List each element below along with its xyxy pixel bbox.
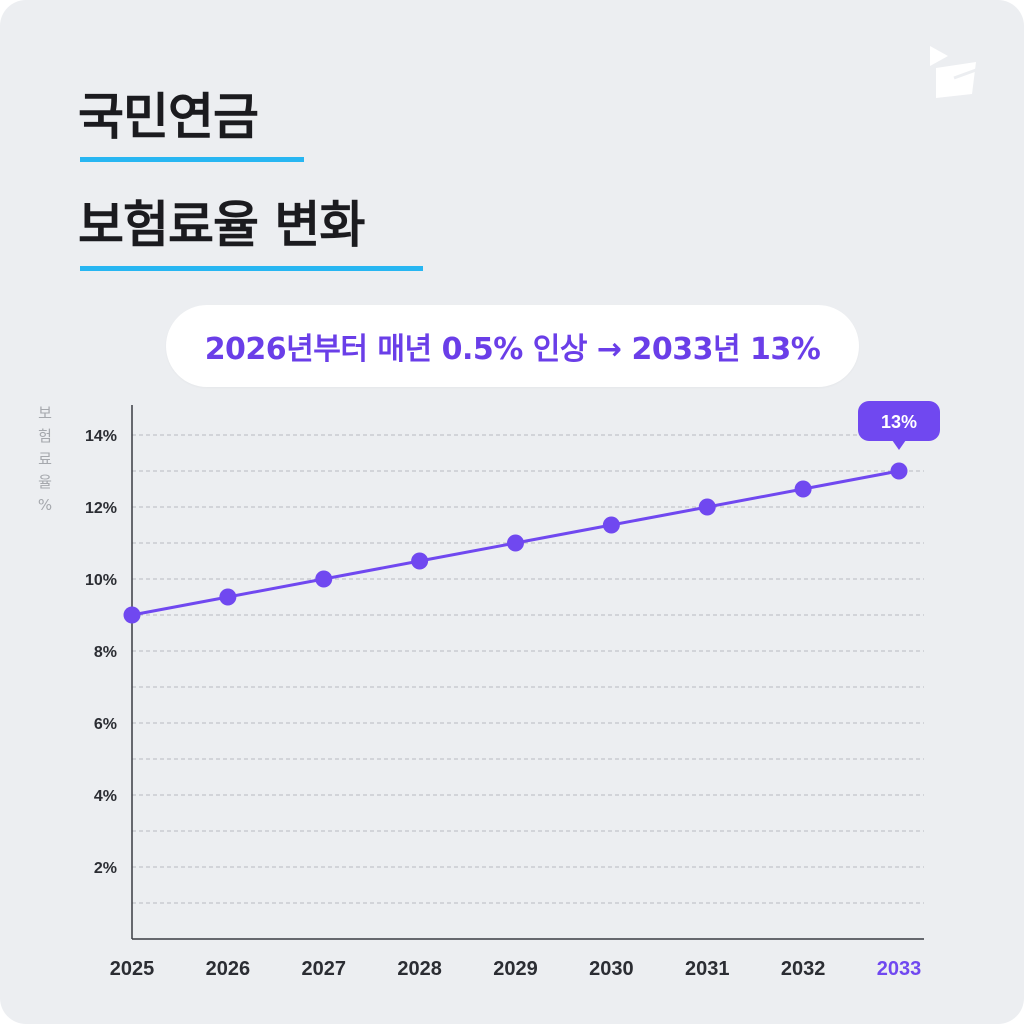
data-point <box>602 516 620 534</box>
data-point <box>890 462 908 480</box>
y-tick-label: 4% <box>94 788 117 805</box>
y-axis-label-char: % <box>37 496 53 514</box>
x-tick-label: 2028 <box>397 958 442 980</box>
data-point <box>411 552 429 570</box>
callout-pointer <box>892 440 906 450</box>
summary-text: 2026년부터 매년 0.5% 인상 → 2033년 13% <box>204 332 821 367</box>
y-axis-label-char: 율 <box>38 473 52 491</box>
title-underline-2 <box>80 266 423 271</box>
y-tick-label: 10% <box>85 572 117 589</box>
y-tick-label: 2% <box>94 860 117 877</box>
y-axis-label-char: 료 <box>38 450 52 468</box>
x-tick-label: 2025 <box>110 958 155 980</box>
y-axis-label: 보 험 료 율 % <box>33 402 57 517</box>
title-line-2: 보험료율 변화 <box>78 196 365 254</box>
callout-bubble <box>858 401 940 441</box>
x-tick-label: 2026 <box>206 958 251 980</box>
x-tick-label: 2029 <box>493 958 538 980</box>
x-tick-label: 2032 <box>781 958 826 980</box>
data-point <box>219 588 237 606</box>
brand-logo-icon <box>930 46 977 98</box>
data-point <box>507 534 524 552</box>
x-tick-label: 2033 <box>877 958 922 980</box>
x-tick-label: 2031 <box>685 958 730 980</box>
y-axis-label-char: 보 <box>38 404 52 422</box>
data-point <box>315 570 333 588</box>
y-tick-label: 12% <box>85 500 117 517</box>
data-point <box>123 606 141 624</box>
y-tick-label: 6% <box>94 716 117 733</box>
y-tick-label: 14% <box>85 428 117 445</box>
summary-pill: 2026년부터 매년 0.5% 인상 → 2033년 13% <box>166 305 859 387</box>
data-point <box>698 498 716 516</box>
title-underline-1 <box>80 157 304 162</box>
y-axis-label-char: 험 <box>38 427 52 445</box>
y-tick-label: 8% <box>94 644 117 661</box>
x-tick-label: 2027 <box>302 958 347 980</box>
x-tick-label: 2030 <box>589 958 634 980</box>
data-point <box>794 480 812 498</box>
title-line-1: 국민연금 <box>78 88 259 146</box>
callout-label: 13% <box>881 412 917 432</box>
